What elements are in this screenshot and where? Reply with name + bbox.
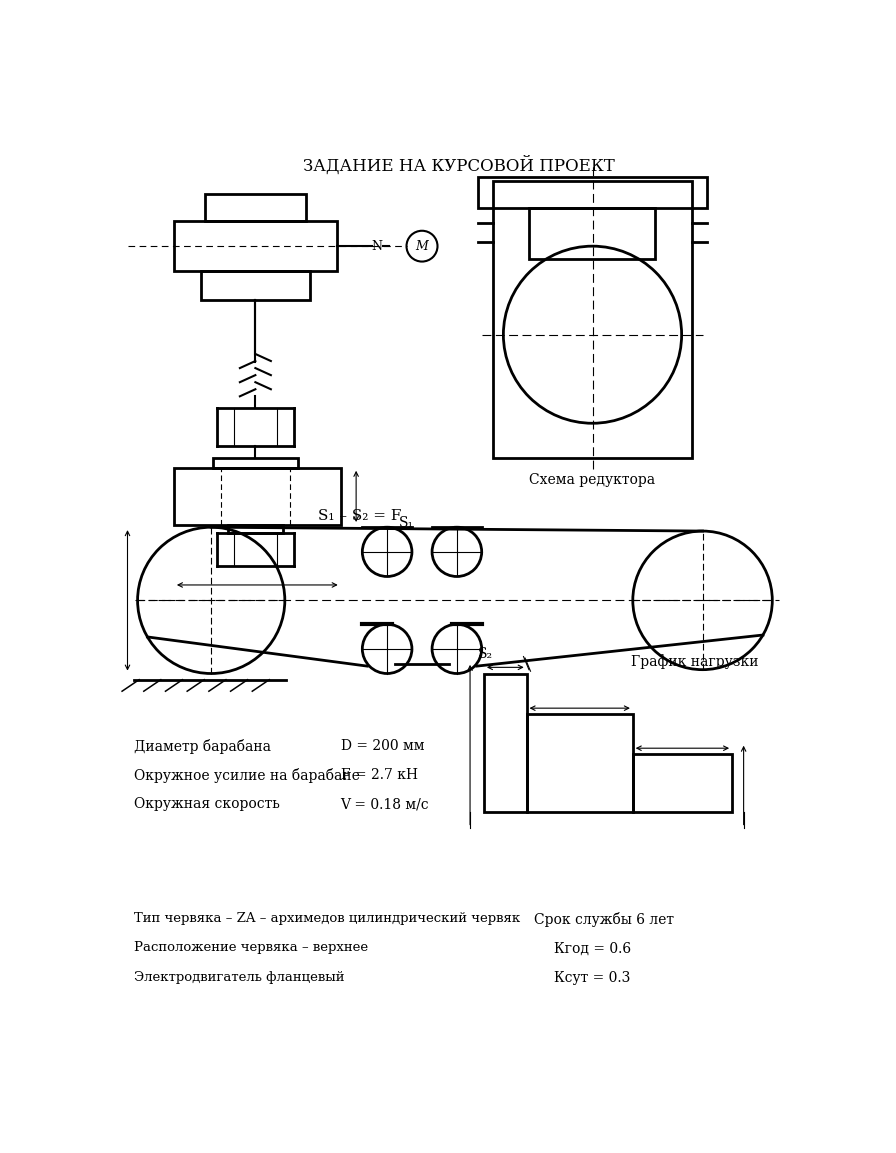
Text: Тип червяка – ZA – архимедов цилиндрический червяк: Тип червяка – ZA – архимедов цилиндричес… [134, 912, 520, 925]
Bar [527, 715, 633, 812]
Text: Срок службы 6 лет: Срок службы 6 лет [534, 912, 675, 927]
Text: S₁ – S₂ = F: S₁ – S₂ = F [318, 508, 401, 522]
Bar [205, 194, 306, 221]
Bar [201, 271, 310, 300]
Text: Окружное усилие на барабане: Окружное усилие на барабане [134, 768, 359, 783]
Text: Ксут = 0.3: Ксут = 0.3 [554, 971, 630, 985]
Text: V = 0.18 м/с: V = 0.18 м/с [340, 798, 429, 812]
Text: D = 200 мм: D = 200 мм [340, 739, 424, 753]
Text: Окружная скорость: Окружная скорость [134, 798, 280, 812]
Text: Кгод = 0.6: Кгод = 0.6 [554, 942, 631, 956]
Bar [633, 754, 732, 812]
Text: N: N [372, 240, 383, 253]
Text: S₁: S₁ [399, 517, 414, 530]
Text: S₂: S₂ [478, 647, 493, 662]
Text: Электродвигатель фланцевый: Электродвигатель фланцевый [134, 971, 344, 984]
Text: F = 2.7 кН: F = 2.7 кН [340, 768, 418, 782]
Bar [478, 176, 707, 208]
Bar [174, 221, 337, 271]
Bar [529, 208, 654, 259]
Text: ЗАДАНИЕ НА КУРСОВОЙ ПРОЕКТ: ЗАДАНИЕ НА КУРСОВОЙ ПРОЕКТ [304, 156, 615, 174]
Text: График нагрузки: График нагрузки [632, 655, 759, 670]
Bar [228, 525, 282, 533]
Text: Схема редуктора: Схема редуктора [530, 474, 656, 488]
Text: Расположение червяка – верхнее: Расположение червяка – верхнее [134, 942, 368, 955]
Bar [494, 181, 692, 458]
Text: Диаметр барабана: Диаметр барабана [134, 739, 271, 754]
Text: M: M [416, 240, 428, 253]
Bar [212, 458, 298, 468]
Bar [174, 468, 340, 525]
Bar [484, 673, 527, 812]
